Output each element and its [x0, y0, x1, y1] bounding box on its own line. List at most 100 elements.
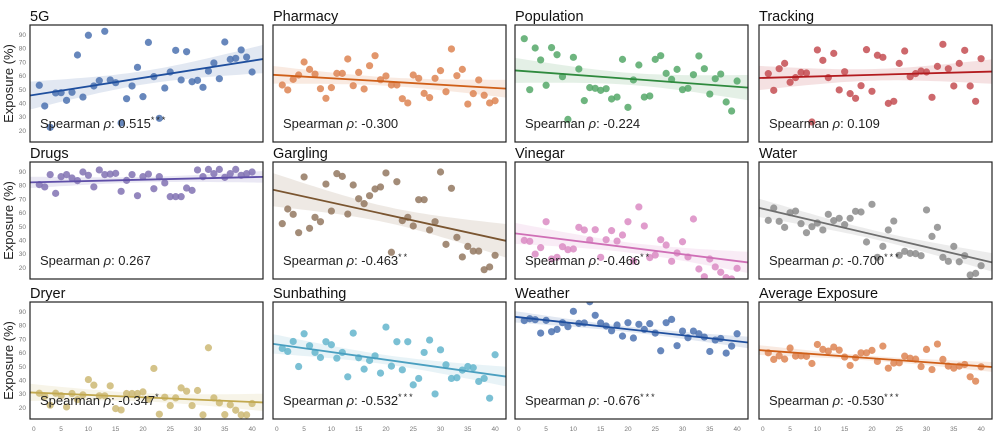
data-point — [786, 78, 794, 86]
data-point — [491, 351, 499, 359]
data-point — [382, 323, 390, 331]
data-point — [128, 82, 136, 90]
stat-colon: : — [111, 116, 118, 131]
x-tick-label: 35 — [464, 426, 472, 433]
y-tick-label: 30 — [19, 251, 27, 258]
data-point — [895, 59, 903, 67]
data-point — [569, 53, 577, 61]
data-point — [128, 171, 136, 179]
data-point — [243, 411, 251, 419]
data-point — [586, 84, 594, 92]
data-point — [547, 255, 556, 263]
data-point — [700, 273, 708, 279]
data-point — [786, 344, 794, 352]
data-point — [966, 82, 974, 90]
rho-value: -0.530 — [847, 393, 884, 408]
data-point — [128, 389, 136, 398]
rho-value: -0.466 — [603, 253, 640, 268]
data-point — [183, 184, 191, 192]
data-point — [41, 392, 49, 400]
data-point — [491, 251, 499, 259]
data-point — [338, 69, 346, 77]
data-point — [226, 401, 234, 409]
data-point — [355, 68, 363, 77]
data-point — [73, 51, 82, 59]
data-point — [862, 349, 871, 357]
data-point — [972, 269, 980, 277]
y-tick-label: 90 — [19, 32, 27, 39]
spearman-annotation: Spearman ρ: 0.267 — [40, 253, 151, 268]
y-tick-label: 50 — [19, 224, 27, 231]
y-tick-label: 90 — [19, 309, 27, 316]
data-point — [629, 334, 638, 342]
data-point — [442, 240, 450, 248]
data-point — [295, 362, 303, 371]
data-point — [728, 107, 736, 115]
data-point — [112, 169, 120, 177]
data-point — [640, 93, 648, 101]
data-point — [542, 81, 550, 89]
x-tick-label: 15 — [841, 426, 849, 433]
data-point — [824, 74, 832, 82]
data-point — [333, 69, 341, 77]
data-point — [464, 362, 472, 371]
data-point — [188, 401, 196, 410]
data-point — [90, 183, 98, 191]
x-tick-label: 35 — [950, 426, 958, 433]
data-point — [890, 97, 898, 105]
data-point — [237, 411, 245, 419]
y-tick-label: 20 — [19, 265, 27, 272]
data-point — [316, 85, 325, 93]
data-point — [193, 76, 202, 84]
data-point — [327, 207, 335, 215]
data-point — [322, 94, 330, 102]
data-point — [172, 193, 180, 201]
data-point — [607, 327, 616, 335]
data-point — [879, 242, 887, 250]
data-point — [409, 222, 417, 230]
data-point — [618, 231, 627, 239]
regression-line — [30, 58, 263, 97]
stat-prefix: Spearman — [525, 393, 585, 408]
panel-title: Weather — [515, 286, 570, 302]
data-point — [426, 226, 434, 234]
data-point — [106, 170, 114, 178]
data-point — [673, 342, 681, 350]
data-point — [420, 348, 428, 357]
data-point — [431, 218, 439, 226]
data-point — [453, 374, 461, 382]
data-point — [172, 46, 180, 54]
y-axis-label: Exposure (%) — [1, 181, 16, 260]
plot-frame — [514, 301, 749, 420]
data-point — [300, 330, 308, 338]
panel-title: Pharmacy — [273, 9, 339, 25]
data-point — [537, 244, 545, 252]
data-point — [442, 88, 450, 96]
data-point — [295, 71, 303, 79]
data-point — [824, 210, 832, 218]
plot-frame — [758, 161, 993, 280]
stat-prefix: Spearman — [525, 253, 585, 268]
data-point — [706, 90, 714, 98]
plot-frame — [272, 301, 507, 420]
data-point — [387, 362, 396, 370]
y-axis-label: Exposure (%) — [1, 44, 16, 123]
data-point — [95, 77, 103, 85]
panel-title: Average Exposure — [759, 286, 878, 302]
data-point — [305, 342, 314, 350]
data-point — [944, 257, 952, 265]
rho-value: 0.109 — [847, 116, 880, 131]
data-point — [851, 207, 860, 215]
data-point — [939, 253, 947, 261]
plot-frame — [758, 24, 993, 143]
data-point — [387, 81, 396, 89]
regression-line — [515, 315, 748, 344]
spearman-annotation: Spearman ρ: 0.109 — [769, 116, 880, 131]
data-point — [117, 119, 125, 127]
data-point — [961, 46, 969, 54]
data-point — [662, 241, 670, 249]
data-point — [939, 355, 947, 364]
stat-colon: : — [596, 253, 603, 268]
data-point — [458, 65, 466, 73]
